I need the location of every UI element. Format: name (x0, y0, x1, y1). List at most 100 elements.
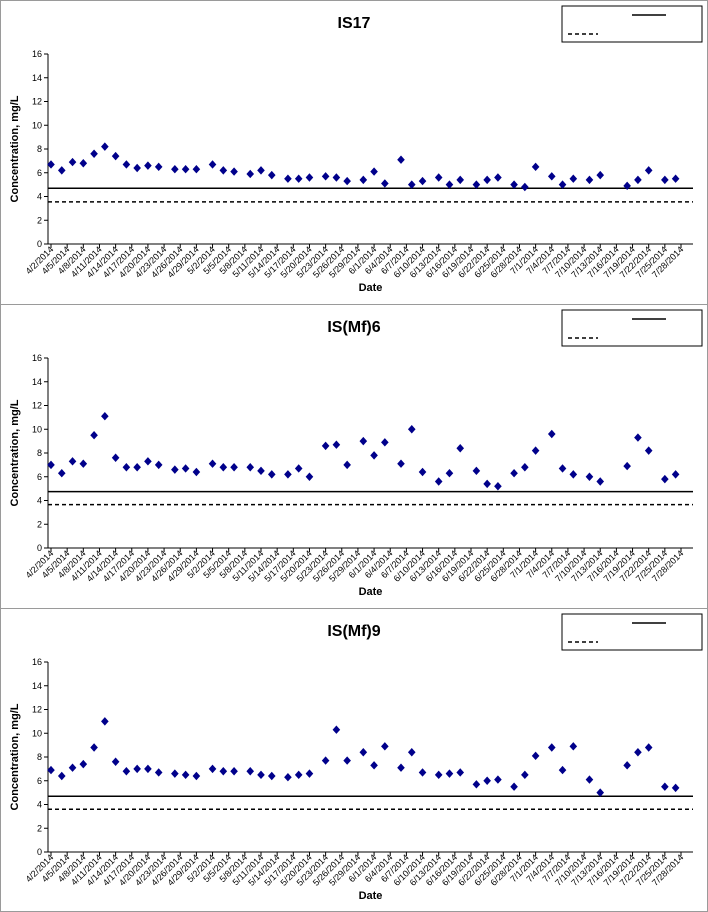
data-point (133, 463, 141, 472)
data-point (305, 173, 314, 182)
legend (561, 309, 703, 347)
y-tick-label: 4 (37, 192, 42, 202)
chart-title: IS(Mf)6 (327, 319, 380, 336)
data-point (257, 166, 265, 175)
data-point (644, 166, 653, 175)
data-point (445, 180, 454, 189)
data-point (359, 436, 368, 446)
data-point (359, 748, 368, 757)
data-point (192, 164, 201, 174)
data-point (79, 159, 88, 168)
data-point (445, 468, 454, 478)
data-point (122, 160, 131, 169)
data-point (623, 181, 631, 191)
data-point (596, 477, 605, 486)
data-point (521, 463, 529, 472)
data-point (634, 175, 642, 185)
data-point (623, 461, 631, 471)
data-point (246, 463, 255, 472)
data-point (257, 466, 265, 476)
y-tick-label: 4 (37, 496, 42, 506)
data-point (208, 459, 217, 468)
data-point (122, 767, 131, 776)
data-point (305, 472, 314, 481)
chart-panel-ismf9: IS(Mf)9 0 2 4 6 8 10 12 14 16 Concentration, mg/L 4… (0, 608, 708, 912)
data-point (531, 751, 540, 761)
data-point (381, 179, 389, 188)
data-point (181, 164, 190, 174)
data-point (133, 764, 141, 774)
data-point (558, 464, 567, 473)
y-tick-label: 2 (37, 215, 42, 225)
data-point (154, 162, 163, 172)
data-point (111, 453, 120, 462)
data-point (332, 440, 341, 449)
data-point (79, 759, 88, 769)
y-tick-label: 6 (37, 168, 42, 178)
data-point (381, 742, 389, 751)
y-tick-label: 8 (37, 448, 42, 458)
legend-box (561, 5, 703, 43)
data-point (181, 770, 190, 780)
data-point (434, 770, 443, 780)
data-point (661, 175, 669, 185)
y-tick-label: 14 (32, 681, 42, 691)
y-tick-label: 4 (37, 800, 42, 810)
data-point (456, 768, 465, 777)
chart-panel-is17: IS17 0 2 4 6 8 10 12 14 16 Concentration, mg/L 4/2/… (0, 0, 708, 304)
y-tick-label: 14 (32, 73, 42, 83)
data-point (343, 756, 351, 765)
data-point (370, 167, 378, 176)
data-point (101, 142, 109, 151)
data-point (321, 441, 330, 451)
data-point (257, 770, 265, 780)
data-point (623, 761, 631, 770)
data-point (483, 175, 491, 185)
data-point (171, 769, 179, 778)
data-point (219, 767, 228, 776)
data-point (47, 160, 55, 169)
data-point (57, 468, 66, 478)
data-point (483, 776, 491, 785)
data-point (47, 765, 55, 775)
data-point (494, 173, 502, 182)
y-tick-label: 10 (32, 424, 42, 434)
data-point (644, 446, 653, 455)
data-point (381, 438, 389, 447)
data-point (510, 782, 518, 791)
data-point (192, 467, 201, 477)
data-point (547, 429, 556, 439)
data-point (531, 446, 540, 455)
data-point (171, 465, 179, 474)
data-point (634, 433, 642, 442)
data-point (154, 460, 163, 470)
data-point (230, 167, 238, 176)
data-point (47, 460, 55, 470)
data-point (57, 771, 66, 781)
data-point (208, 160, 217, 169)
data-point (90, 149, 98, 158)
data-point (494, 775, 502, 784)
data-point (230, 463, 238, 472)
data-point (57, 166, 66, 175)
data-point (407, 748, 416, 757)
y-tick-label: 16 (32, 657, 42, 667)
data-point (90, 430, 98, 440)
data-point (585, 175, 594, 185)
data-point (434, 477, 443, 486)
data-point (90, 743, 98, 752)
y-tick-label: 2 (37, 519, 42, 529)
data-point (267, 170, 276, 180)
data-point (483, 479, 491, 489)
data-point (397, 763, 405, 772)
data-point (284, 174, 292, 183)
chart-panel-ismf6: IS(Mf)6 0 2 4 6 8 10 12 14 16 Concentration, mg/L 4… (0, 304, 708, 608)
data-point (133, 163, 141, 173)
data-point (246, 169, 255, 179)
data-point (284, 772, 292, 782)
data-point (418, 176, 427, 186)
y-tick-label: 16 (32, 49, 42, 59)
x-axis-label: Date (359, 282, 383, 294)
data-point (558, 765, 567, 775)
